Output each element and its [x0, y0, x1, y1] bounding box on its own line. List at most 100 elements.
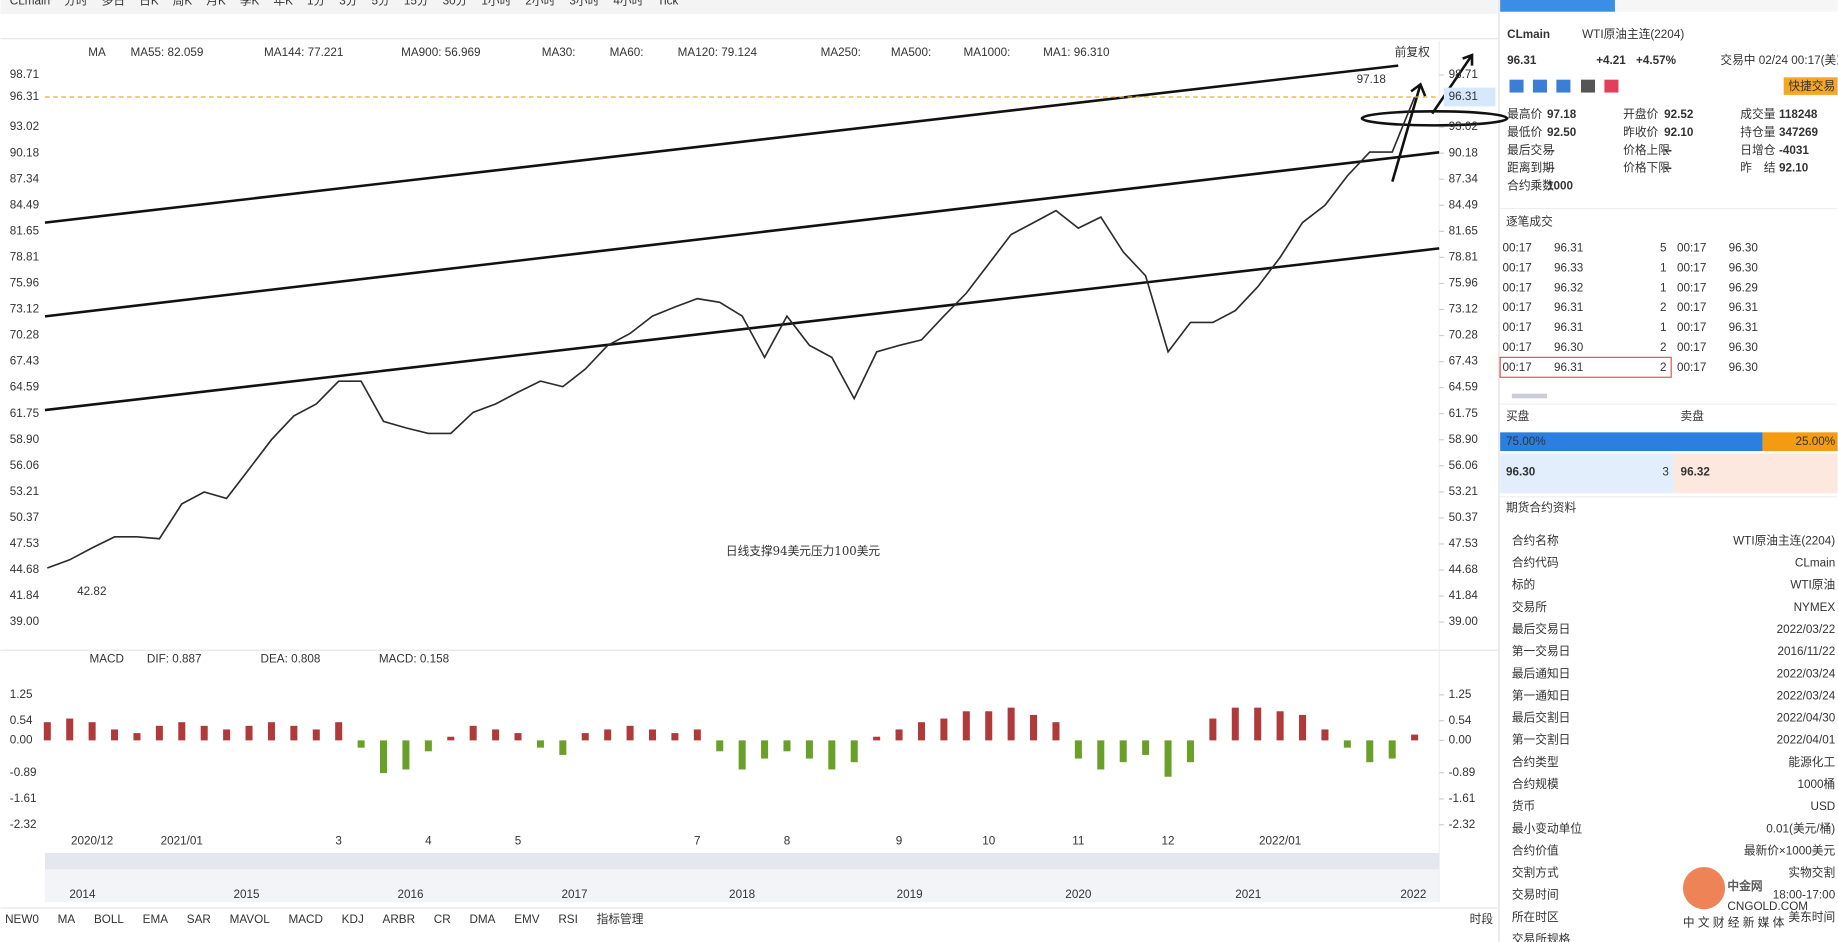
y-tick-label: 1.25	[1449, 688, 1472, 701]
y-tick-label: 39.00	[1449, 615, 1479, 628]
toolbar-item[interactable]: Tick	[657, 0, 678, 7]
legend-entry: DEA: 0.808	[261, 653, 321, 666]
indicator-tab[interactable]: DMA	[469, 913, 495, 926]
contract-value: 美东时间	[1788, 910, 1835, 924]
ask-label: 卖盘	[1681, 409, 1705, 423]
toolbar-item[interactable]: 15分	[404, 0, 429, 7]
toolbar-item[interactable]: 多日	[102, 0, 125, 7]
indicator-tab[interactable]: 指标管理	[597, 912, 644, 926]
icon[interactable]	[1509, 79, 1524, 93]
indicator-tab[interactable]: KDJ	[342, 913, 364, 926]
indicator-tab[interactable]: NEW0	[5, 913, 39, 926]
contract-value: WTI原油	[1790, 578, 1835, 592]
toolbar-item[interactable]: 2小时	[525, 0, 555, 7]
toolbar-item[interactable]: 3分	[339, 0, 358, 7]
macd-bar	[155, 725, 163, 741]
toolbar-item[interactable]: 月K	[206, 0, 226, 7]
stat-value: -4031	[1779, 144, 1809, 157]
legend-entry: MACD: 0.158	[379, 653, 449, 666]
stat-value: --	[1547, 144, 1555, 157]
stat-label: 昨 结	[1740, 162, 1775, 175]
quick-trade-btn[interactable]	[1783, 77, 1838, 95]
indicator-tab[interactable]: EMA	[143, 913, 169, 926]
macd-bar	[1411, 734, 1419, 741]
icon[interactable]	[1580, 79, 1596, 93]
icon[interactable]	[1604, 79, 1619, 93]
contract-label: 合约价值	[1512, 843, 1559, 857]
macd-bar	[267, 722, 275, 741]
toolbar-item[interactable]: 周K	[173, 0, 193, 7]
toolbar-item[interactable]: 日K	[139, 0, 159, 7]
toolbar-item[interactable]: 季K	[240, 0, 260, 7]
y-tick-label: -1.61	[1449, 792, 1476, 805]
panel-tabs	[1500, 0, 1838, 12]
macd-bar	[1186, 740, 1194, 763]
price: 96.31	[1507, 54, 1537, 67]
macd-bar	[671, 733, 679, 741]
adjust-button[interactable]: 前复权	[1395, 45, 1430, 59]
toolbar-item[interactable]: 分时	[64, 0, 88, 7]
macd-bar	[917, 722, 925, 741]
toolbar-item[interactable]: CLmain	[10, 0, 50, 7]
icon[interactable]	[1556, 79, 1571, 93]
indicator-tab[interactable]: SAR	[187, 913, 211, 926]
stat-label: 成交量	[1740, 107, 1775, 121]
y-tick-label: 70.28	[1449, 329, 1478, 342]
x-tick-label: 4	[425, 834, 432, 847]
trade-cell: 00:17	[1502, 301, 1531, 314]
y-tick-label: 75.96	[10, 277, 39, 290]
toolbar-item[interactable]: 年K	[273, 0, 293, 7]
macd-bar	[469, 725, 477, 741]
ma-value: MA120: 79.124	[678, 46, 758, 59]
y-tick-label: 75.96	[1449, 277, 1478, 290]
indicator-tab[interactable]: BOLL	[94, 913, 124, 926]
macd-bar	[626, 725, 634, 741]
icon[interactable]	[1532, 79, 1547, 93]
price-line	[47, 96, 1416, 569]
contract-value: WTI原油主连(2204)	[1733, 533, 1835, 547]
y-tick-label: 90.18	[1449, 146, 1478, 159]
x-tick-label: 8	[784, 834, 791, 847]
macd-bar	[1254, 707, 1262, 741]
macd-bar	[1366, 740, 1374, 763]
year-label: 2015	[233, 888, 260, 901]
contract-label: 最后通知日	[1512, 666, 1571, 680]
indicator-tab[interactable]: MACD	[288, 913, 322, 926]
macd-bar	[783, 740, 791, 752]
toolbar-item[interactable]: 1分	[307, 0, 326, 7]
toolbar-item[interactable]: 4小时	[613, 0, 643, 7]
stat-value: 92.52	[1664, 108, 1694, 121]
macd-bar	[716, 740, 724, 752]
macd-bar	[66, 718, 74, 741]
trend-line	[44, 64, 1399, 224]
indicator-tab[interactable]: MAVOL	[230, 913, 271, 926]
toolbar-item[interactable]: 3小时	[569, 0, 599, 7]
y-tick-label: 67.43	[10, 355, 39, 368]
session-button[interactable]: 时段	[1470, 912, 1494, 926]
ma-value: MA900: 56.969	[401, 46, 480, 59]
trade-cell: 96.31	[1554, 361, 1583, 374]
toolbar-item[interactable]: 30分	[443, 0, 468, 7]
macd-bar	[1007, 707, 1015, 741]
indicator-tab[interactable]: EMV	[514, 913, 540, 926]
x-tick-label: 7	[694, 834, 701, 847]
panel-tab-active	[1500, 0, 1615, 12]
indicator-tab[interactable]: CR	[434, 913, 451, 926]
stat-label: 持仓量	[1740, 125, 1775, 139]
trade-cell: 00:17	[1502, 361, 1531, 374]
toolbar-item[interactable]: 1小时	[481, 0, 511, 7]
indicator-tab[interactable]: RSI	[558, 913, 578, 926]
trend-line	[44, 151, 1440, 318]
stat-value: --	[1547, 162, 1555, 175]
quick-trade[interactable]: 快捷交易	[1788, 79, 1835, 93]
macd-bar	[88, 722, 96, 741]
y-tick-label: 87.34	[10, 172, 40, 185]
stat-label: 开盘价	[1623, 107, 1658, 121]
indicator-tab[interactable]: ARBR	[383, 913, 416, 926]
toolbar-item[interactable]: 5分	[372, 0, 391, 7]
contract-label: 标的	[1512, 578, 1535, 592]
year-label: 2020	[1065, 888, 1092, 901]
macd-bar	[514, 733, 522, 741]
indicator-tab[interactable]: MA	[58, 913, 76, 926]
stat-label: 价格下限	[1623, 161, 1670, 175]
